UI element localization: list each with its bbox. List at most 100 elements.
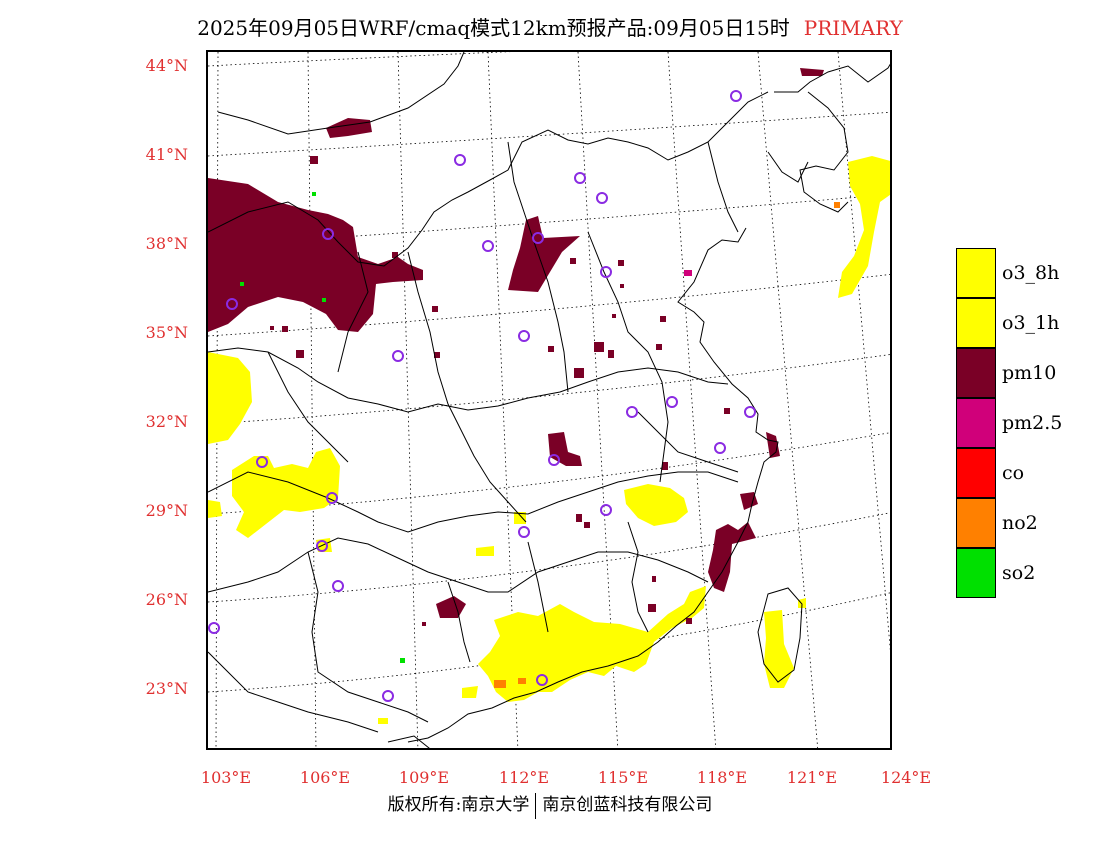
station-marker <box>532 232 544 244</box>
o3-area <box>378 718 388 724</box>
primary-label: PRIMARY <box>803 16 903 40</box>
province-border <box>217 52 465 135</box>
station-marker <box>730 90 742 102</box>
o3-area <box>462 686 478 698</box>
company-text: 南京创蓝科技有限公司 <box>542 795 713 815</box>
legend-label: pm10 <box>1002 362 1057 384</box>
station-marker <box>536 674 548 686</box>
station-marker <box>666 396 678 408</box>
lon-label-124: 124°E <box>880 768 932 787</box>
lon-label-103: 103°E <box>200 768 252 787</box>
station-marker <box>600 266 612 278</box>
lat-line-26 <box>208 512 890 603</box>
legend-swatch <box>956 548 996 598</box>
lat-label-41: 41°N <box>145 145 188 164</box>
chart-title: 2025年09月05日WRF/cmaq模式12km预报产品:09月05日15时 P… <box>0 12 1100 41</box>
lon-label-109: 109°E <box>398 768 450 787</box>
province-border <box>767 151 809 183</box>
coastline <box>407 227 779 743</box>
station-marker <box>714 442 726 454</box>
coastline <box>799 91 849 213</box>
province-border <box>507 141 569 393</box>
station-marker <box>226 298 238 310</box>
boundaries <box>208 52 890 748</box>
o3-area <box>478 586 706 702</box>
legend-swatch <box>956 298 996 348</box>
o3-area <box>208 352 252 444</box>
lat-label-38: 38°N <box>145 234 188 253</box>
province-border <box>307 551 429 723</box>
no2-area <box>494 680 506 688</box>
station-marker <box>332 580 344 592</box>
o3-area <box>624 484 688 526</box>
station-marker <box>256 456 268 468</box>
province-border <box>337 251 369 373</box>
station-marker <box>382 690 394 702</box>
lat-line-35 <box>208 274 890 337</box>
legend-label: pm2.5 <box>1002 412 1063 434</box>
province-border <box>208 651 379 733</box>
province-border <box>407 251 527 523</box>
lat-label-26: 26°N <box>145 590 188 609</box>
lat-label-44: 44°N <box>145 56 188 75</box>
no2-area <box>834 202 840 208</box>
legend-swatch <box>956 398 996 448</box>
lon-line-121 <box>757 52 819 748</box>
o3-area <box>798 598 806 608</box>
pm10-area <box>436 596 466 618</box>
station-markers <box>208 90 756 702</box>
footer: 版权所有:南京大学 南京创蓝科技有限公司 <box>0 790 1100 819</box>
province-border <box>208 347 729 413</box>
station-marker <box>326 492 338 504</box>
lat-line-38 <box>208 193 890 247</box>
province-border <box>637 411 739 473</box>
pm10-area <box>208 178 423 332</box>
o3-area <box>208 500 222 518</box>
title-text: 2025年09月05日WRF/cmaq模式12km预报产品:09月05日15时 <box>197 16 790 40</box>
copyright-text: 版权所有:南京大学 <box>387 795 530 815</box>
legend-swatch <box>956 448 996 498</box>
province-border <box>267 351 349 463</box>
o3-area <box>514 512 526 524</box>
station-marker <box>316 540 328 552</box>
no2-area <box>518 678 526 684</box>
o3-area <box>476 546 494 556</box>
station-marker <box>518 330 530 342</box>
lat-line-41 <box>208 111 890 157</box>
legend-label: o3_8h <box>1002 262 1060 284</box>
lat-line-44 <box>208 52 511 67</box>
province-border <box>527 541 549 633</box>
so2-area <box>400 658 405 663</box>
lon-label-118: 118°E <box>696 768 748 787</box>
lat-line-32 <box>208 354 890 425</box>
legend-swatch <box>956 248 996 298</box>
map-panel <box>206 50 892 750</box>
pm10-area <box>508 216 580 292</box>
o3-area <box>764 610 794 688</box>
lat-line-29 <box>208 432 890 515</box>
station-marker <box>322 228 334 240</box>
province-border <box>208 471 739 533</box>
station-marker <box>596 192 608 204</box>
lon-label-115: 115°E <box>597 768 649 787</box>
footer-divider <box>535 792 537 819</box>
lat-label-29: 29°N <box>145 501 188 520</box>
station-marker <box>482 240 494 252</box>
o3-area <box>232 448 340 538</box>
station-marker <box>518 526 530 538</box>
lat-label-23: 23°N <box>145 679 188 698</box>
so2-area <box>322 298 326 302</box>
legend-swatch <box>956 498 996 548</box>
pm10-area <box>326 118 372 138</box>
station-marker <box>626 406 638 418</box>
legend-swatch <box>956 348 996 398</box>
station-marker <box>574 172 586 184</box>
lon-label-106: 106°E <box>299 768 351 787</box>
pm10-scatter <box>270 156 730 626</box>
station-marker <box>454 154 466 166</box>
pollutant-areas <box>208 68 890 724</box>
coastline <box>774 63 890 93</box>
legend-label: so2 <box>1002 562 1036 584</box>
lon-line-109 <box>397 52 419 748</box>
province-border <box>208 537 709 593</box>
